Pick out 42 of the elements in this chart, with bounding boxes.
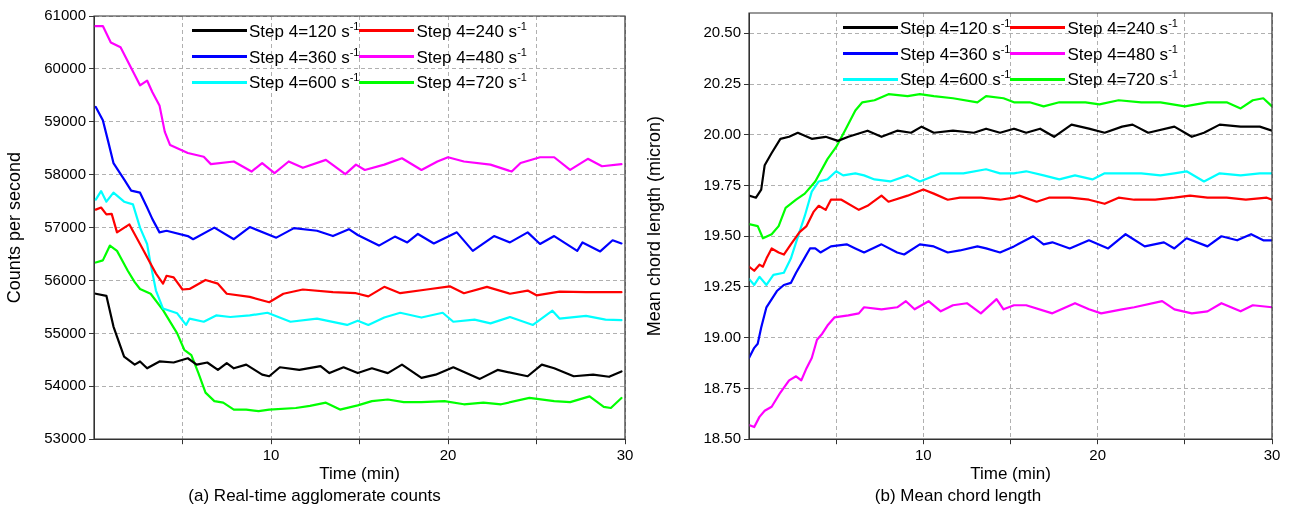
y-tick-label: 60000 bbox=[44, 59, 86, 77]
y-tick-label: 56000 bbox=[44, 270, 86, 288]
y-tick-label: 19.75 bbox=[703, 175, 741, 193]
legend-label: Step 4=360 s$^{-1}$ bbox=[249, 45, 360, 68]
y-axis-title: Mean chord length (micron) bbox=[643, 116, 664, 337]
x-axis-title: Time (min) bbox=[319, 464, 400, 484]
legend-label: Step 4=600 s$^{-1}$ bbox=[900, 68, 1011, 90]
y-tick-label: 53000 bbox=[44, 429, 86, 447]
y-tick-label: 58000 bbox=[44, 164, 86, 182]
x-tick-label: 30 bbox=[1263, 446, 1281, 464]
legend-label: Step 4=360 s$^{-1}$ bbox=[900, 42, 1011, 65]
legend-label: Step 4=480 s$^{-1}$ bbox=[416, 45, 527, 68]
x-tick-label: 10 bbox=[262, 446, 280, 464]
legend-label: Step 4=720 s$^{-1}$ bbox=[1067, 68, 1178, 90]
x-tick-label: 20 bbox=[1089, 446, 1107, 464]
x-tick-label: 20 bbox=[439, 446, 457, 464]
x-tick-label: 10 bbox=[914, 446, 932, 464]
y-tick-label: 19.00 bbox=[703, 327, 741, 345]
legend-label: Step 4=120 s$^{-1}$ bbox=[900, 17, 1011, 39]
y-tick-label: 19.50 bbox=[703, 226, 741, 244]
y-tick-label: 19.25 bbox=[703, 277, 741, 295]
text: (a) Real-time agglomerate counts bbox=[188, 486, 441, 506]
legend-label: Step 4=480 s$^{-1}$ bbox=[1067, 42, 1178, 65]
legend-label: Step 4=720 s$^{-1}$ bbox=[416, 71, 527, 93]
legend-label: Step 4=240 s$^{-1}$ bbox=[416, 20, 527, 42]
y-tick-label: 20.00 bbox=[703, 124, 741, 142]
x-axis-title: Time (min) bbox=[970, 464, 1051, 484]
legend-label: Step 4=240 s$^{-1}$ bbox=[1067, 17, 1178, 39]
y-tick-label: 18.50 bbox=[703, 429, 741, 447]
legend-label: Step 4=120 s$^{-1}$ bbox=[249, 20, 360, 42]
y-tick-label: 20.25 bbox=[703, 74, 741, 92]
y-axis-title: Counts per second bbox=[3, 152, 24, 304]
y-tick-label: 54000 bbox=[44, 376, 86, 394]
y-tick-label: 20.50 bbox=[703, 23, 741, 41]
y-tick-label: 59000 bbox=[44, 111, 86, 129]
legend-label: Step 4=600 s$^{-1}$ bbox=[249, 71, 360, 93]
y-tick-label: 55000 bbox=[44, 323, 86, 341]
y-tick-label: 18.75 bbox=[703, 378, 741, 396]
y-tick-label: 57000 bbox=[44, 217, 86, 235]
text: (b) Mean chord length bbox=[874, 486, 1042, 506]
y-tick-label: 61000 bbox=[44, 6, 86, 24]
x-tick-label: 30 bbox=[616, 446, 634, 464]
